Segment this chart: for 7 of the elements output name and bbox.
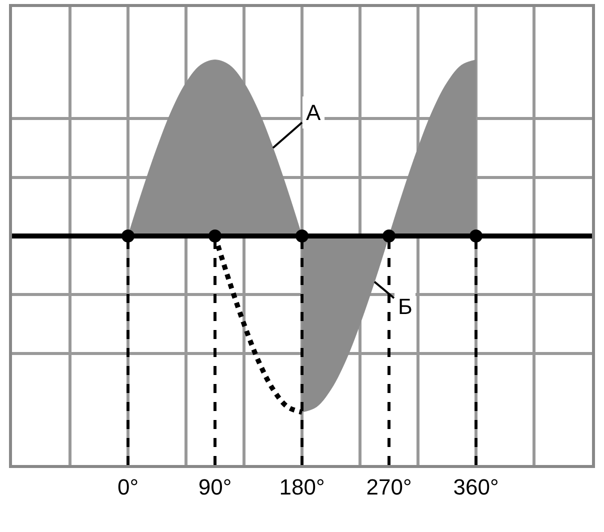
series-label: Б <box>398 294 412 319</box>
x-tick-label: 180° <box>279 474 325 500</box>
x-tick-label: 270° <box>366 474 412 500</box>
series-label: А <box>306 100 321 125</box>
x-tick-label: 0° <box>117 474 139 500</box>
x-tick-label: 360° <box>453 474 499 500</box>
x-tick-label: 90° <box>198 474 232 500</box>
